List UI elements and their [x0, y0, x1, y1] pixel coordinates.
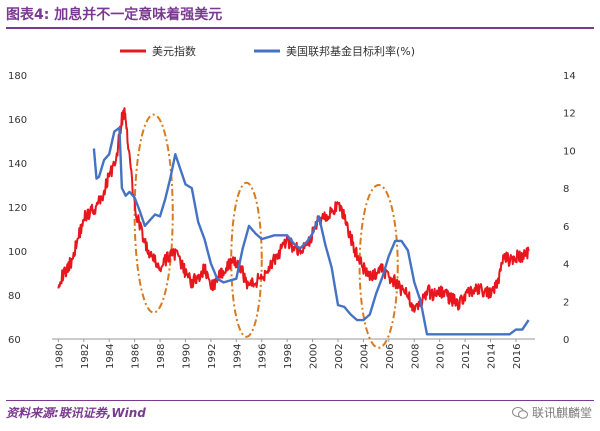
x-axis-tick-label: 2016 — [512, 344, 523, 369]
x-axis-tick-label: 1984 — [105, 344, 116, 369]
x-axis-tick-label: 1986 — [131, 344, 142, 369]
right-axis-tick-label: 6 — [563, 222, 569, 233]
x-axis-tick-label: 1992 — [207, 344, 218, 369]
x-axis-tick-label: 2004 — [359, 344, 370, 369]
title-divider — [6, 27, 594, 29]
watermark-text: 联讯麒麟堂 — [531, 406, 592, 420]
x-axis-tick-label: 2000 — [309, 344, 320, 369]
axes-group: 60 80 100 120 140 160 180 0 2 4 6 8 10 12 14 1980 1982 19… — [8, 71, 576, 369]
right-axis-tick-label: 2 — [563, 297, 569, 308]
wechat-icon — [511, 406, 528, 419]
right-axis-tick-label: 0 — [563, 335, 569, 346]
series-group — [57, 107, 530, 336]
footer-divider — [6, 400, 594, 401]
x-axis-tick-label: 2002 — [334, 344, 345, 369]
x-axis-tick-label: 2012 — [461, 344, 472, 369]
x-axis-tick-label: 1996 — [258, 344, 269, 369]
x-axis-tick-label: 2010 — [436, 344, 447, 369]
x-axis-tick-label: 1980 — [54, 344, 65, 369]
right-axis-tick-label: 4 — [563, 260, 569, 271]
right-axis-tick-label: 14 — [563, 71, 576, 82]
x-axis-tick-label: 1994 — [232, 344, 243, 369]
left-axis-tick-label: 80 — [8, 291, 21, 302]
source-note: 资料来源:联讯证券,Wind — [6, 406, 146, 420]
legend-label: 美国联邦基金目标利率(%) — [286, 44, 415, 58]
x-axis-tick-label: 1988 — [156, 344, 167, 369]
highlight-ellipse-1 — [133, 113, 174, 314]
dxy-series-line — [57, 107, 530, 313]
left-axis-tick-label: 120 — [8, 203, 27, 214]
left-axis-tick-label: 140 — [8, 159, 27, 170]
right-axis-tick-label: 10 — [563, 146, 576, 157]
left-axis-tick-label: 60 — [8, 335, 21, 346]
legend: 美元指数 美国联邦基金目标利率(%) — [120, 44, 415, 58]
x-axis-tick-label: 2008 — [410, 344, 421, 369]
x-axis-tick-label: 2014 — [487, 344, 498, 369]
watermark: 联讯麒麟堂 — [511, 404, 592, 421]
chart-title: 图表4: 加息并不一定意味着强美元 — [6, 7, 223, 23]
x-axis-tick-label: 1990 — [181, 344, 192, 369]
x-axis-tick-label: 2006 — [385, 344, 396, 369]
left-axis-tick-label: 100 — [8, 247, 27, 258]
x-axis-tick-label: 1982 — [80, 344, 91, 369]
fed-rate-series-line — [92, 126, 530, 336]
highlight-ellipse-3 — [358, 184, 399, 349]
legend-label: 美元指数 — [152, 44, 196, 58]
annotation-group — [133, 113, 399, 349]
left-axis-tick-label: 180 — [8, 71, 27, 82]
right-axis-tick-label: 12 — [563, 109, 576, 120]
x-axis-tick-label: 1998 — [283, 344, 294, 369]
left-axis-tick-label: 160 — [8, 115, 27, 126]
dxy-vs-fed-rate-chart: 60 80 100 120 140 160 180 0 2 4 6 8 10 12 14 1980 1982 19… — [8, 44, 576, 369]
right-axis-tick-label: 8 — [563, 184, 569, 195]
